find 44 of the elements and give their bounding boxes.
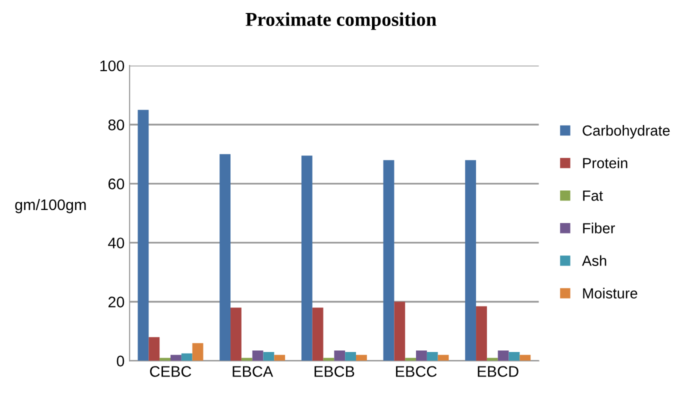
- bar: [334, 350, 346, 361]
- bar: [170, 354, 182, 361]
- legend-label: Protein: [583, 158, 628, 168]
- bar: [263, 352, 274, 361]
- bar: [220, 154, 231, 361]
- bar: [438, 354, 449, 361]
- legend-label: Carbohydrate: [582, 125, 670, 139]
- bar: [312, 308, 324, 361]
- bar: [138, 110, 149, 361]
- bar: [181, 353, 192, 361]
- legend-label: Fiber: [583, 222, 615, 234]
- legend-label: Moisture: [583, 288, 638, 298]
- bar: [394, 302, 406, 361]
- x-tick-label: EBCA: [232, 366, 274, 377]
- chart-title: Proximate composition: [246, 12, 436, 30]
- y-tick-label: 100: [100, 60, 124, 72]
- y-tick-label: 0: [116, 356, 124, 366]
- bar: [274, 354, 286, 361]
- x-tick-label: EBCD: [478, 366, 518, 377]
- bar: [301, 156, 312, 361]
- bar: [476, 306, 487, 361]
- bar: [383, 160, 394, 361]
- bar: [498, 350, 509, 361]
- bar: [520, 354, 531, 361]
- bar: [252, 350, 264, 361]
- bar: [426, 352, 438, 361]
- y-tick-label: 20: [108, 296, 124, 308]
- bar: [345, 352, 356, 361]
- bar: [508, 352, 520, 361]
- bar: [148, 337, 160, 361]
- legend-label: Ash: [582, 255, 606, 266]
- y-tick-label: 40: [108, 238, 124, 248]
- bar: [192, 343, 204, 361]
- x-tick-label: EBCB: [314, 366, 354, 377]
- y-tick-label: 80: [108, 120, 124, 130]
- bar: [416, 350, 427, 361]
- bar: [230, 308, 242, 361]
- bar: [465, 160, 476, 361]
- x-tick-label: CEBC: [150, 366, 192, 377]
- bar: [356, 354, 367, 361]
- legend-label: Fat: [583, 190, 603, 201]
- y-tick-label: 60: [108, 178, 124, 190]
- x-tick-label: EBCC: [396, 366, 437, 377]
- y-axis-title: gm/100gm: [15, 198, 86, 214]
